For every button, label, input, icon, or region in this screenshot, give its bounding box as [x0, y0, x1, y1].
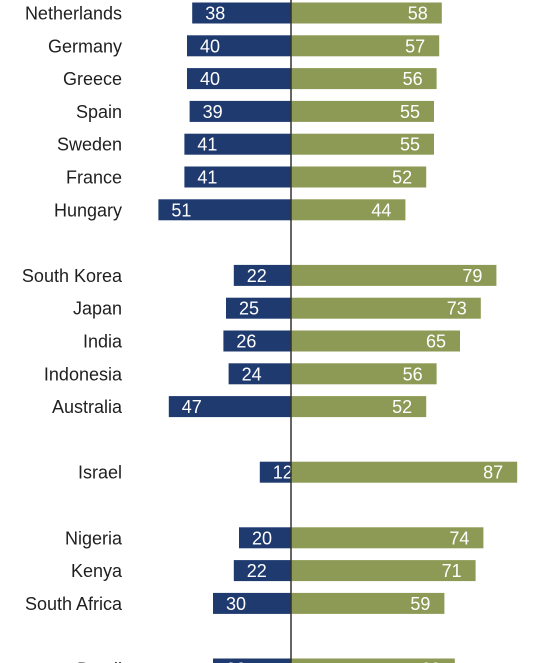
- left-value-label-spain: 39: [203, 102, 223, 122]
- right-bar-india: [291, 330, 460, 352]
- right-value-label-nigeria: 74: [449, 528, 469, 548]
- left-bar-spain: [189, 100, 291, 122]
- right-bar-south-korea: [291, 264, 497, 286]
- category-label-israel: Israel: [78, 463, 122, 483]
- category-label-sweden: Sweden: [57, 135, 122, 155]
- left-value-label-hungary: 51: [171, 200, 191, 220]
- left-value-label-netherlands: 38: [205, 4, 225, 24]
- left-value-label-japan: 25: [239, 299, 259, 319]
- right-value-label-spain: 55: [400, 102, 420, 122]
- right-bar-hungary: [291, 199, 406, 221]
- right-value-label-kenya: 71: [442, 561, 462, 581]
- right-value-label-hungary: 44: [371, 200, 391, 220]
- right-bar-nigeria: [291, 527, 484, 549]
- right-value-label-netherlands: 58: [408, 4, 428, 24]
- left-bar-brazil: [213, 658, 291, 663]
- right-value-label-south-korea: 79: [462, 266, 482, 286]
- category-label-germany: Germany: [48, 36, 122, 56]
- right-value-label-brazil: 63: [421, 660, 441, 663]
- right-value-label-indonesia: 56: [403, 364, 423, 384]
- right-bar-germany: [291, 35, 440, 57]
- left-bar-france: [184, 166, 291, 188]
- right-bar-kenya: [291, 560, 476, 582]
- left-bar-india: [223, 330, 291, 352]
- category-label-greece: Greece: [63, 69, 122, 89]
- left-value-label-israel: 12: [273, 463, 293, 483]
- right-value-label-india: 65: [426, 332, 446, 352]
- left-value-label-india: 26: [236, 332, 256, 352]
- category-label-india: India: [83, 332, 123, 352]
- left-value-label-sweden: 41: [197, 135, 217, 155]
- right-value-label-australia: 52: [392, 397, 412, 417]
- category-label-brazil: Brazil: [77, 660, 122, 663]
- category-label-france: France: [66, 168, 122, 188]
- right-bar-australia: [291, 396, 427, 418]
- left-value-label-south-korea: 22: [247, 266, 267, 286]
- right-bar-greece: [291, 68, 437, 90]
- right-bar-netherlands: [291, 2, 442, 24]
- category-label-south-africa: South Africa: [25, 594, 123, 614]
- left-bar-sweden: [184, 133, 291, 155]
- left-value-label-nigeria: 20: [252, 528, 272, 548]
- left-bar-kenya: [233, 560, 291, 582]
- left-value-label-france: 41: [197, 168, 217, 188]
- left-bar-south-africa: [213, 592, 291, 614]
- left-value-label-brazil: 30: [226, 660, 246, 663]
- category-label-australia: Australia: [52, 397, 123, 417]
- left-bar-netherlands: [192, 2, 291, 24]
- right-bar-israel: [291, 461, 518, 483]
- right-value-label-japan: 73: [447, 299, 467, 319]
- right-value-label-france: 52: [392, 168, 412, 188]
- right-bar-spain: [291, 100, 434, 122]
- left-bar-japan: [226, 297, 291, 319]
- left-value-label-south-africa: 30: [226, 594, 246, 614]
- category-label-indonesia: Indonesia: [44, 364, 123, 384]
- right-bar-south-africa: [291, 592, 445, 614]
- left-value-label-kenya: 22: [247, 561, 267, 581]
- right-bar-brazil: [291, 658, 455, 663]
- category-label-spain: Spain: [76, 102, 122, 122]
- left-bar-hungary: [158, 199, 291, 221]
- category-label-japan: Japan: [73, 299, 122, 319]
- right-bar-japan: [291, 297, 481, 319]
- category-label-hungary: Hungary: [54, 200, 122, 220]
- category-label-kenya: Kenya: [71, 561, 123, 581]
- left-value-label-australia: 47: [182, 397, 202, 417]
- category-label-south-korea: South Korea: [22, 266, 123, 286]
- right-value-label-south-africa: 59: [410, 594, 430, 614]
- right-value-label-israel: 87: [483, 463, 503, 483]
- left-value-label-greece: 40: [200, 69, 220, 89]
- right-bar-indonesia: [291, 363, 437, 385]
- left-bar-south-korea: [233, 264, 291, 286]
- left-value-label-indonesia: 24: [242, 364, 262, 384]
- left-value-label-germany: 40: [200, 36, 220, 56]
- right-bar-sweden: [291, 133, 434, 155]
- right-value-label-sweden: 55: [400, 135, 420, 155]
- category-label-netherlands: Netherlands: [25, 4, 122, 24]
- category-label-nigeria: Nigeria: [65, 528, 123, 548]
- left-bar-germany: [187, 35, 291, 57]
- left-bar-indonesia: [228, 363, 291, 385]
- left-bar-australia: [168, 396, 291, 418]
- left-bar-nigeria: [239, 527, 291, 549]
- left-bar-greece: [187, 68, 291, 90]
- right-value-label-germany: 57: [405, 36, 425, 56]
- right-value-label-greece: 56: [403, 69, 423, 89]
- bars-layer: Netherlands 38 58 Germany 40 57 Greece 40 56 Spai…: [22, 2, 518, 663]
- left-bar-israel: [259, 461, 291, 483]
- right-bar-france: [291, 166, 427, 188]
